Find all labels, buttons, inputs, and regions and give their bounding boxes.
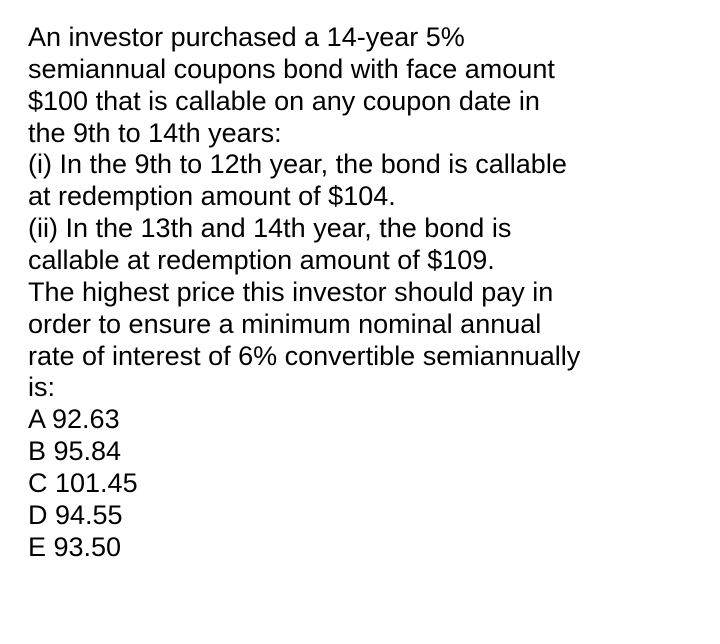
condition-2-line-2: callable at redemption amount of $109.	[28, 245, 692, 277]
ask-line-4: is:	[28, 372, 692, 404]
condition-2-line-1: (ii) In the 13th and 14th year, the bond…	[28, 213, 692, 245]
ask-line-3: rate of interest of 6% convertible semia…	[28, 341, 692, 373]
option-c: C 101.45	[28, 468, 692, 500]
ask-line-2: order to ensure a minimum nominal annual	[28, 309, 692, 341]
intro-line-2: semiannual coupons bond with face amount	[28, 54, 692, 86]
question-block: An investor purchased a 14-year 5% semia…	[28, 22, 692, 564]
intro-line-3: $100 that is callable on any coupon date…	[28, 86, 692, 118]
option-b: B 95.84	[28, 436, 692, 468]
option-e: E 93.50	[28, 532, 692, 564]
option-d: D 94.55	[28, 500, 692, 532]
intro-line-4: the 9th to 14th years:	[28, 118, 692, 150]
condition-1-line-1: (i) In the 9th to 12th year, the bond is…	[28, 149, 692, 181]
intro-line-1: An investor purchased a 14-year 5%	[28, 22, 692, 54]
option-a: A 92.63	[28, 404, 692, 436]
condition-1-line-2: at redemption amount of $104.	[28, 181, 692, 213]
ask-line-1: The highest price this investor should p…	[28, 277, 692, 309]
